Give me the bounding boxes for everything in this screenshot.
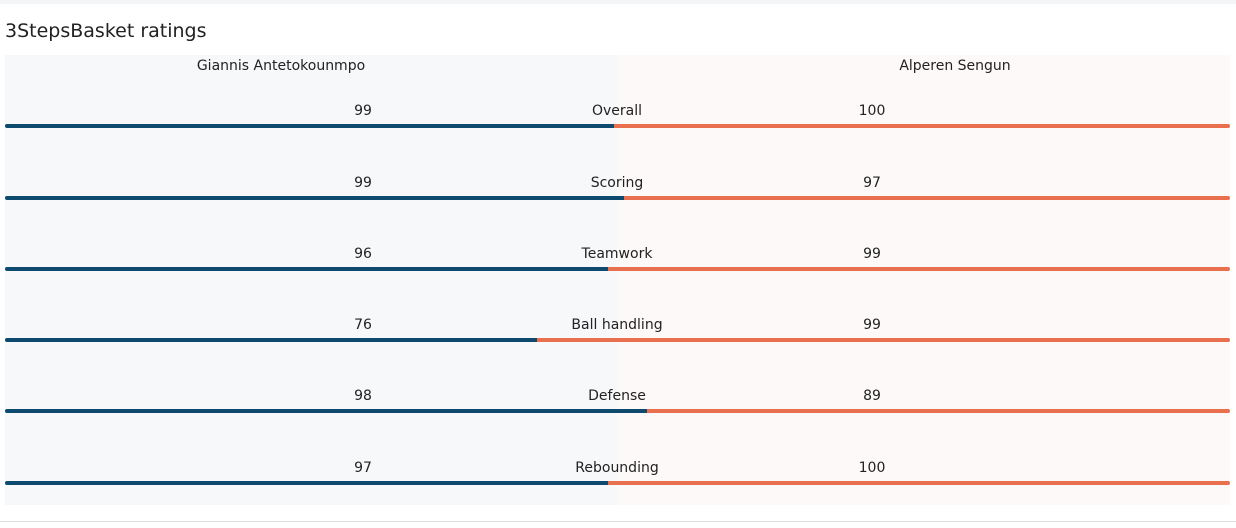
left-player-name: Giannis Antetokounmpo <box>196 58 366 74</box>
top-rule <box>0 0 1236 4</box>
rating-row-overall: 99 Overall 100 <box>5 102 1230 132</box>
right-value: 100 <box>858 460 886 476</box>
right-bar <box>646 409 1230 413</box>
rating-row-scoring: 99 Scoring 97 <box>5 174 1230 204</box>
left-value: 76 <box>354 317 372 333</box>
right-value: 100 <box>858 103 886 119</box>
category-label: Scoring <box>590 175 644 191</box>
left-bar <box>5 409 647 413</box>
category-label: Teamwork <box>581 246 653 262</box>
widget-title: 3StepsBasket ratings <box>5 20 207 42</box>
right-player-panel <box>617 55 1230 505</box>
right-value: 97 <box>863 175 881 191</box>
left-player-panel <box>5 55 617 505</box>
category-label: Defense <box>588 388 646 404</box>
bottom-rule <box>0 521 1236 522</box>
left-bar <box>5 267 609 271</box>
left-value: 99 <box>354 103 372 119</box>
left-bar <box>5 196 624 200</box>
right-bar <box>614 124 1230 128</box>
rating-row-teamwork: 96 Teamwork 99 <box>5 245 1230 275</box>
left-bar <box>5 481 609 485</box>
rating-row-ball-handling: 76 Ball handling 99 <box>5 316 1230 346</box>
right-bar <box>608 481 1230 485</box>
comparison-chart: Giannis Antetokounmpo Alperen Sengun 99 O… <box>5 55 1230 505</box>
right-bar <box>623 196 1230 200</box>
right-value: 99 <box>863 317 881 333</box>
category-label: Rebounding <box>575 460 659 476</box>
right-player-name: Alperen Sengun <box>899 58 1011 74</box>
right-bar <box>608 267 1230 271</box>
rating-row-rebounding: 97 Rebounding 100 <box>5 459 1230 489</box>
left-value: 96 <box>354 246 372 262</box>
left-value: 97 <box>354 460 372 476</box>
left-bar <box>5 338 537 342</box>
rating-row-defense: 98 Defense 89 <box>5 387 1230 417</box>
left-bar <box>5 124 615 128</box>
left-value: 98 <box>354 388 372 404</box>
right-bar <box>537 338 1230 342</box>
left-value: 99 <box>354 175 372 191</box>
right-value: 99 <box>863 246 881 262</box>
category-label: Overall <box>591 103 643 119</box>
right-value: 89 <box>863 388 881 404</box>
category-label: Ball handling <box>571 317 663 333</box>
